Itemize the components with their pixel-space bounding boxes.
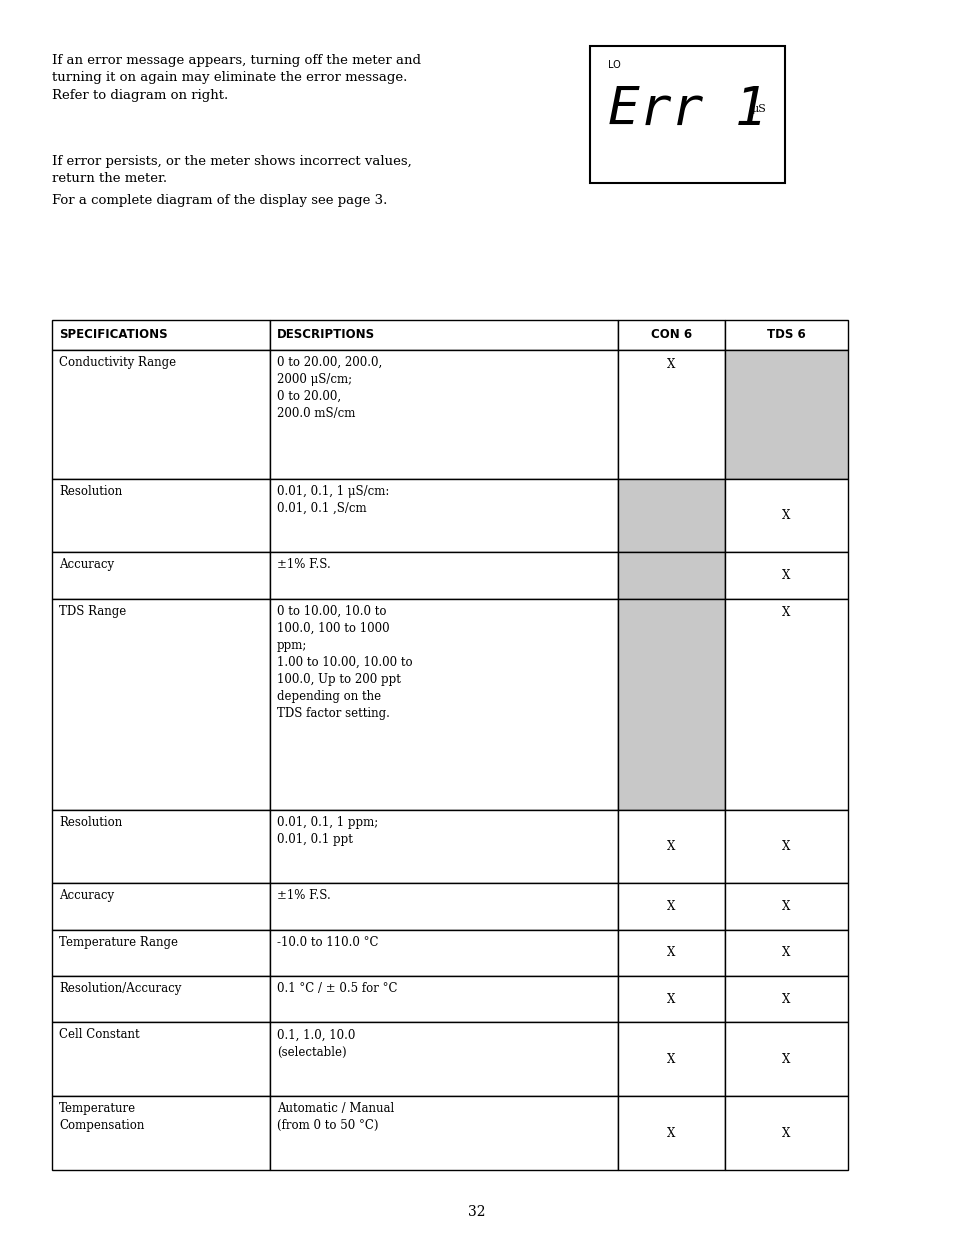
Text: Automatic / Manual
(from 0 to 50 °C): Automatic / Manual (from 0 to 50 °C) — [276, 1102, 394, 1132]
Bar — [589, 46, 784, 183]
Bar — [52, 1096, 270, 1171]
Text: X: X — [781, 569, 790, 582]
Bar — [618, 479, 724, 552]
Text: X: X — [781, 947, 790, 959]
Bar — [270, 350, 618, 479]
Text: DESCRIPTIONS: DESCRIPTIONS — [276, 328, 375, 342]
Text: X: X — [781, 606, 790, 620]
Bar — [618, 598, 724, 810]
Bar — [724, 977, 847, 1023]
Bar — [52, 320, 270, 350]
Bar — [270, 810, 618, 883]
Text: ±1% F.S.: ±1% F.S. — [276, 889, 331, 902]
Bar — [724, 350, 847, 479]
Bar — [724, 598, 847, 810]
Text: Accuracy: Accuracy — [59, 889, 114, 902]
Bar — [724, 883, 847, 929]
Bar — [270, 479, 618, 552]
Text: Temperature
Compensation: Temperature Compensation — [59, 1102, 144, 1132]
Bar — [270, 1023, 618, 1096]
Text: Accuracy: Accuracy — [59, 559, 114, 571]
Bar — [270, 598, 618, 810]
Bar — [52, 810, 270, 883]
Bar — [618, 320, 724, 350]
Bar — [618, 883, 724, 929]
Bar — [270, 552, 618, 598]
Text: 0 to 20.00, 200.0,
2000 μS/cm;
0 to 20.00,
200.0 mS/cm: 0 to 20.00, 200.0, 2000 μS/cm; 0 to 20.0… — [276, 356, 382, 420]
Text: X: X — [666, 840, 675, 853]
Bar — [52, 977, 270, 1023]
Bar — [270, 1096, 618, 1171]
Text: LO: LO — [607, 60, 620, 70]
Text: X: X — [781, 993, 790, 1006]
Bar — [724, 479, 847, 552]
Bar — [270, 977, 618, 1023]
Bar — [724, 1096, 847, 1171]
Text: X: X — [666, 901, 675, 913]
Bar — [52, 479, 270, 552]
Bar — [618, 810, 724, 883]
Bar — [724, 1023, 847, 1096]
Bar — [270, 883, 618, 929]
Text: TDS Range: TDS Range — [59, 605, 126, 618]
Bar — [724, 810, 847, 883]
Text: X: X — [666, 1052, 675, 1066]
Text: Cell Constant: Cell Constant — [59, 1029, 139, 1041]
Text: ±1% F.S.: ±1% F.S. — [276, 559, 331, 571]
Bar — [618, 1096, 724, 1171]
Text: For a complete diagram of the display see page 3.: For a complete diagram of the display se… — [52, 194, 387, 207]
Text: X: X — [666, 947, 675, 959]
Text: 0 to 10.00, 10.0 to
100.0, 100 to 1000
ppm;
1.00 to 10.00, 10.00 to
100.0, Up to: 0 to 10.00, 10.0 to 100.0, 100 to 1000 p… — [276, 605, 413, 720]
Text: X: X — [666, 357, 675, 371]
Text: X: X — [781, 901, 790, 913]
Bar — [618, 350, 724, 479]
Bar — [618, 929, 724, 977]
Bar — [52, 598, 270, 810]
Text: Conductivity Range: Conductivity Range — [59, 356, 176, 369]
Text: 0.01, 0.1, 1 μS/cm:
0.01, 0.1 ,S/cm: 0.01, 0.1, 1 μS/cm: 0.01, 0.1 ,S/cm — [276, 485, 389, 515]
Bar — [52, 883, 270, 929]
Text: Resolution: Resolution — [59, 485, 122, 498]
Text: X: X — [666, 993, 675, 1006]
Bar — [52, 929, 270, 977]
Text: μS: μS — [751, 104, 766, 114]
Bar — [724, 552, 847, 598]
Text: SPECIFICATIONS: SPECIFICATIONS — [59, 328, 168, 342]
Text: 0.1 °C / ± 0.5 for °C: 0.1 °C / ± 0.5 for °C — [276, 982, 397, 995]
Text: Temperature Range: Temperature Range — [59, 935, 178, 949]
Bar — [270, 320, 618, 350]
Text: If error persists, or the meter shows incorrect values,
return the meter.: If error persists, or the meter shows in… — [52, 156, 412, 185]
Bar — [724, 320, 847, 350]
Bar — [52, 350, 270, 479]
Text: X: X — [781, 1127, 790, 1140]
Text: Err 1: Err 1 — [607, 83, 766, 136]
Text: Resolution: Resolution — [59, 816, 122, 829]
Bar — [270, 929, 618, 977]
Text: TDS 6: TDS 6 — [766, 328, 805, 342]
Text: -10.0 to 110.0 °C: -10.0 to 110.0 °C — [276, 935, 378, 949]
Text: X: X — [781, 840, 790, 853]
Text: 32: 32 — [468, 1205, 485, 1219]
Text: 0.1, 1.0, 10.0
(selectable): 0.1, 1.0, 10.0 (selectable) — [276, 1029, 355, 1059]
Bar — [618, 977, 724, 1023]
Text: Resolution/Accuracy: Resolution/Accuracy — [59, 982, 181, 995]
Text: X: X — [781, 1052, 790, 1066]
Bar — [618, 552, 724, 598]
Bar — [52, 1023, 270, 1096]
Text: X: X — [666, 1127, 675, 1140]
Text: CON 6: CON 6 — [650, 328, 691, 342]
Bar — [52, 552, 270, 598]
Text: X: X — [781, 509, 790, 522]
Bar — [724, 929, 847, 977]
Text: 0.01, 0.1, 1 ppm;
0.01, 0.1 ppt: 0.01, 0.1, 1 ppm; 0.01, 0.1 ppt — [276, 816, 377, 846]
Bar — [618, 1023, 724, 1096]
Text: If an error message appears, turning off the meter and
turning it on again may e: If an error message appears, turning off… — [52, 53, 420, 102]
